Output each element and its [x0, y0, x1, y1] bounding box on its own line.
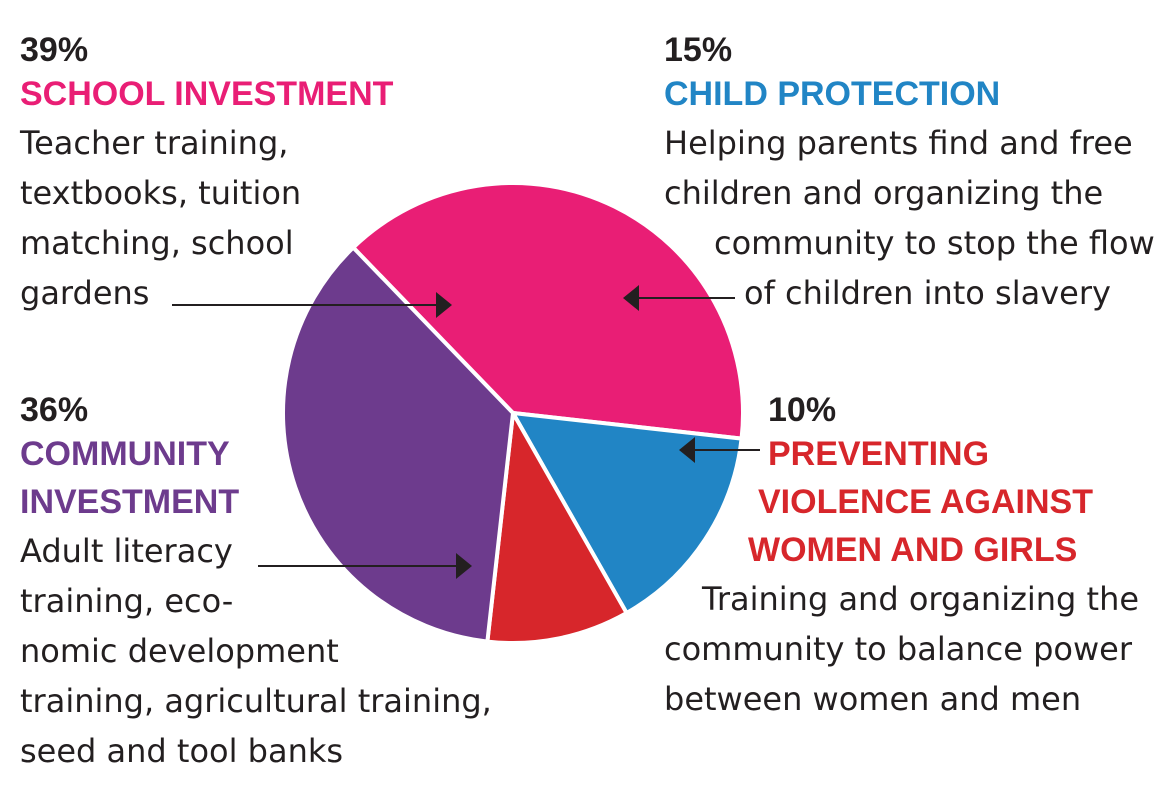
- description-school-investment: Teacher training, textbooks, tuition mat…: [20, 118, 393, 318]
- pie-slice-community: [280, 245, 515, 644]
- category-line: CHILD PROTECTION: [664, 75, 1001, 113]
- percent-label-child-protection: 15%: [664, 31, 733, 69]
- leader-arrow-school: [172, 292, 452, 318]
- pie-slice-child: [511, 411, 744, 615]
- category-line: VIOLENCE AGAINST: [758, 483, 1093, 521]
- percent-label-community-investment: 36%: [20, 391, 89, 429]
- pie-slice-violence: [485, 411, 629, 645]
- description-child-protection: Helping parents find and free children a…: [664, 118, 1155, 318]
- description-line: seed and tool banks: [20, 732, 344, 770]
- description-line: Teacher training,: [20, 124, 289, 162]
- leader-arrow-violence: [679, 437, 760, 463]
- leader-arrow-child: [623, 285, 735, 311]
- category-label-child-protection: CHILD PROTECTION: [664, 70, 1155, 118]
- description-line: children and organizing the: [664, 174, 1104, 212]
- description-line: Helping parents find and free: [664, 124, 1133, 162]
- description-line: Adult literacy: [20, 532, 233, 570]
- description-line: matching, school: [20, 224, 294, 262]
- percent-label-preventing-violence: 10%: [768, 391, 837, 429]
- description-line: Training and organizing the: [702, 580, 1140, 618]
- description-line: of children into slavery: [744, 274, 1111, 312]
- category-label-community-investment: COMMUNITY INVESTMENT: [20, 430, 492, 526]
- legend-preventing-violence: 10% PREVENTING VIOLENCE AGAINST WOMEN AN…: [664, 390, 1139, 724]
- description-line: nomic development: [20, 632, 339, 670]
- category-line: COMMUNITY: [20, 435, 230, 473]
- category-line: WOMEN AND GIRLS: [748, 531, 1078, 569]
- description-preventing-violence: Training and organizing the community to…: [664, 574, 1139, 724]
- description-line: textbooks, tuition: [20, 174, 302, 212]
- description-line: community to balance power: [664, 630, 1132, 668]
- description-line: gardens: [20, 274, 150, 312]
- category-line: SCHOOL INVESTMENT: [20, 75, 394, 113]
- legend-school-investment: 39% SCHOOL INVESTMENT Teacher training, …: [20, 30, 393, 318]
- category-label-school-investment: SCHOOL INVESTMENT: [20, 70, 393, 118]
- percent-label-school-investment: 39%: [20, 31, 89, 69]
- description-community-investment: Adult literacy training, eco- nomic deve…: [20, 526, 492, 776]
- description-line: community to stop the flow: [714, 224, 1155, 262]
- description-line: training, eco-: [20, 582, 234, 620]
- leader-arrow-community: [258, 553, 472, 579]
- legend-child-protection: 15% CHILD PROTECTION Helping parents fin…: [664, 30, 1155, 318]
- description-line: training, agricultural training,: [20, 682, 492, 720]
- category-line: PREVENTING: [768, 435, 990, 473]
- description-line: between women and men: [664, 680, 1082, 718]
- pie-slice-school: [351, 180, 746, 441]
- category-label-preventing-violence: PREVENTING VIOLENCE AGAINST WOMEN AND GI…: [664, 430, 1139, 574]
- legend-community-investment: 36% COMMUNITY INVESTMENT Adult literacy …: [20, 390, 492, 776]
- category-line: INVESTMENT: [20, 483, 240, 521]
